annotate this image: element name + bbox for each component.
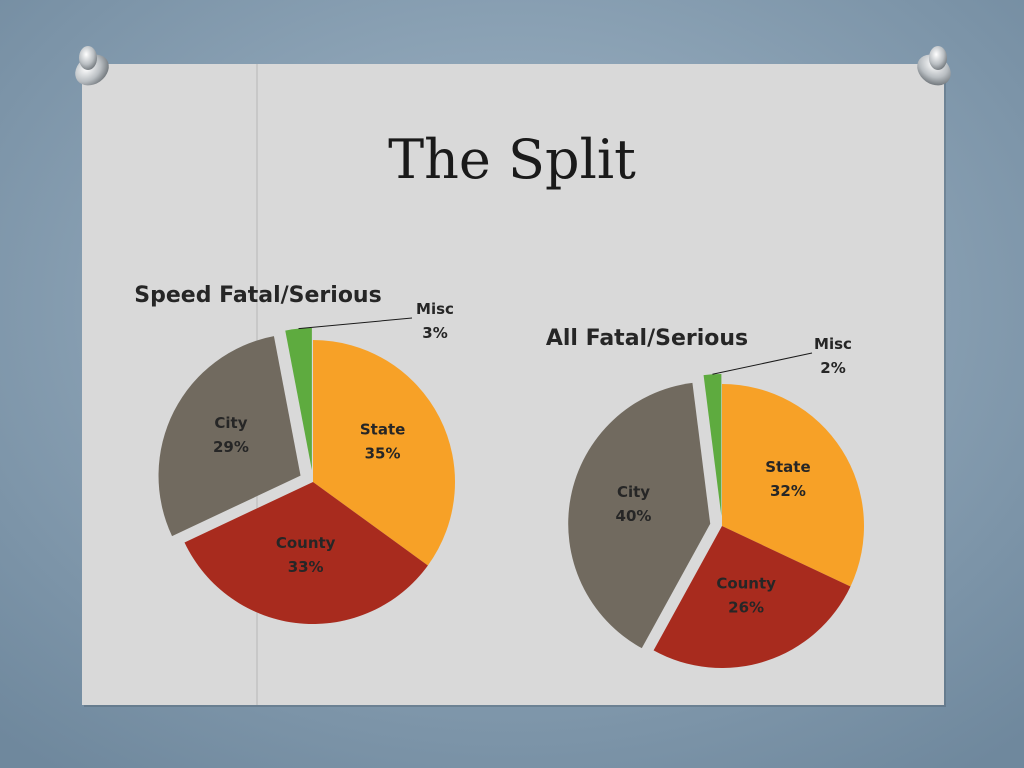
slice-value-label: 26% xyxy=(728,598,764,616)
slice-value-label: 33% xyxy=(288,558,324,576)
slice-value-label: 40% xyxy=(616,507,652,525)
chart-title: Speed Fatal/Serious xyxy=(134,283,381,308)
slice-category: City xyxy=(617,483,650,501)
slice-value-label: 2% xyxy=(820,359,845,377)
leader-line xyxy=(712,352,813,375)
pie-slice xyxy=(653,526,851,668)
slice-category: State xyxy=(360,421,405,439)
chart-title: All Fatal/Serious xyxy=(546,326,748,351)
pie-slice xyxy=(158,336,301,537)
slice-value-label: 35% xyxy=(365,445,401,463)
pie-slice xyxy=(568,382,711,649)
pie-slice xyxy=(703,374,722,517)
pin xyxy=(917,46,951,86)
pie-slice xyxy=(285,328,312,471)
slice-value-label: 32% xyxy=(770,482,806,500)
slice-category: City xyxy=(214,414,247,432)
leader-line xyxy=(298,317,413,330)
slice-category: State xyxy=(765,458,810,476)
pie-slice xyxy=(722,384,864,587)
slice-category: Misc xyxy=(416,300,454,318)
pin xyxy=(75,46,109,86)
slice-value-label: 3% xyxy=(422,324,447,342)
pie-slice xyxy=(184,482,428,624)
slice-category: County xyxy=(276,534,336,552)
slice-category: County xyxy=(716,574,776,592)
pie-slice xyxy=(313,340,455,566)
slide-title: The Split xyxy=(388,128,636,191)
slice-value-label: 29% xyxy=(213,438,249,456)
slice-category: Misc xyxy=(814,335,852,353)
